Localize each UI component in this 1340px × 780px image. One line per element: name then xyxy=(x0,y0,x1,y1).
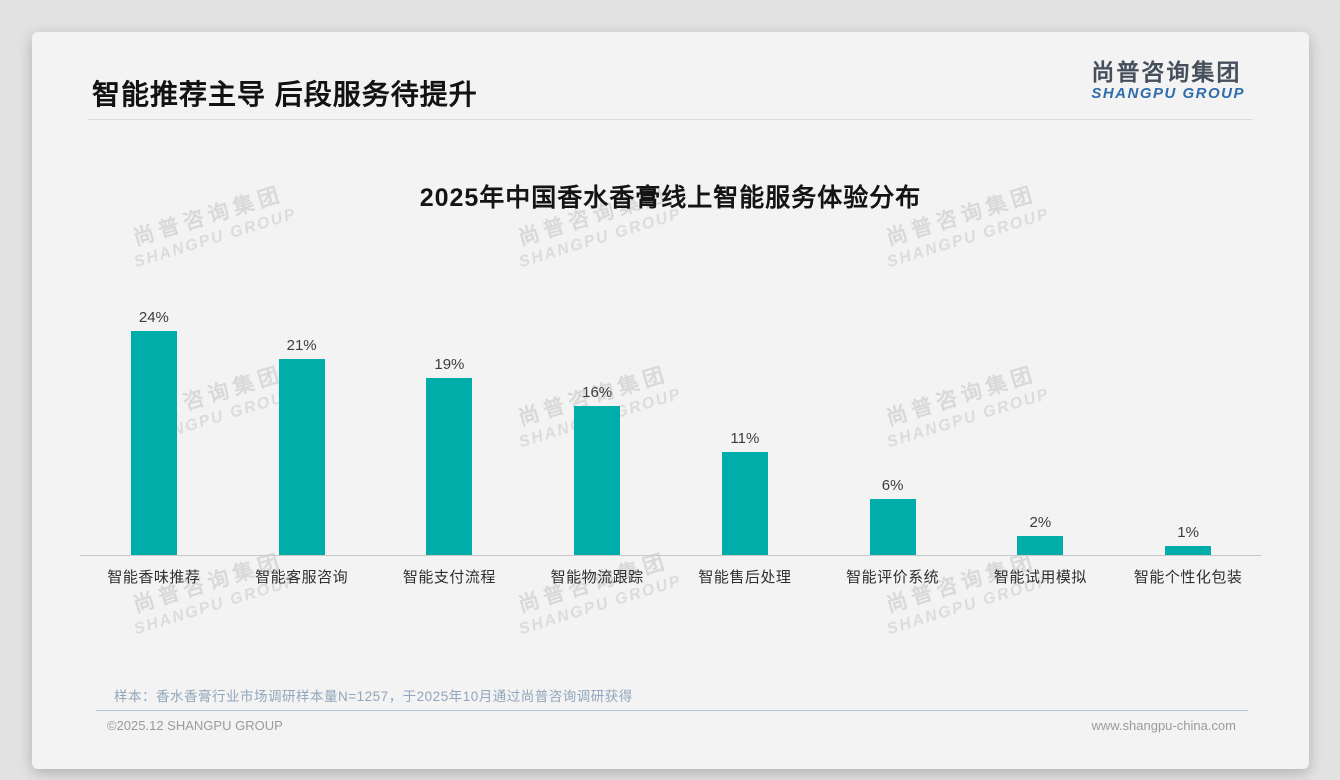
watermark-english-text: SHANGPU GROUP xyxy=(885,205,1052,272)
bar-column: 1% xyxy=(1114,302,1262,555)
bar-value-label: 6% xyxy=(881,477,904,494)
watermark: 尚普咨询集团 SHANGPU GROUP xyxy=(876,543,1052,639)
bar-chart-plot: 24% 21% 19% 16% 11% 6% 2% 1% xyxy=(80,302,1262,555)
bar xyxy=(721,452,768,555)
bar-value-label: 19% xyxy=(434,356,465,373)
category-axis: 智能香味推荐 智能客服咨询 智能支付流程 智能物流跟踪 智能售后处理 智能评价系统 智能试用… xyxy=(80,566,1262,587)
watermark-english-text: SHANGPU GROUP xyxy=(517,205,684,272)
bar-value-label: 11% xyxy=(730,430,760,447)
category-label: 智能试用模拟 xyxy=(993,569,1087,586)
bar xyxy=(574,406,621,555)
logo-english-text: SHANGPU GROUP xyxy=(1091,85,1245,103)
footer-website: www.shangpu-china.com xyxy=(1091,718,1236,733)
watermark-english-text: SHANGPU GROUP xyxy=(132,205,299,272)
bar xyxy=(426,378,473,555)
watermark: 尚普咨询集团 SHANGPU GROUP xyxy=(123,543,299,639)
x-axis-line xyxy=(80,555,1262,556)
watermark: 尚普咨询集团 SHANGPU GROUP xyxy=(508,543,684,639)
category-label: 智能个性化包装 xyxy=(1133,569,1243,586)
category-label: 智能物流跟踪 xyxy=(550,569,644,586)
chart-title: 2025年中国香水香膏线上智能服务体验分布 xyxy=(419,184,922,212)
bar xyxy=(1165,546,1212,555)
slide-card: 智能推荐主导 后段服务待提升 尚普咨询集团 SHANGPU GROUP 2025… xyxy=(32,32,1309,769)
bar-column: 11% xyxy=(671,302,819,555)
category-label: 智能支付流程 xyxy=(402,569,496,586)
bar-column: 2% xyxy=(967,302,1115,555)
bar-value-label: 16% xyxy=(582,384,613,401)
title-divider xyxy=(88,119,1253,120)
category-label: 智能香味推荐 xyxy=(107,569,201,586)
footer-copyright: ©2025.12 SHANGPU GROUP xyxy=(107,718,283,733)
bar xyxy=(869,499,916,555)
bar-column: 16% xyxy=(523,302,671,555)
sample-footnote: 样本：香水香膏行业市场调研样本量N=1257，于2025年10月通过尚普咨询调研… xyxy=(114,689,633,704)
bar-value-label: 24% xyxy=(138,309,169,326)
footer-divider xyxy=(96,710,1248,711)
bar-value-label: 1% xyxy=(1177,524,1199,541)
bar xyxy=(1017,536,1064,555)
logo-chinese-text: 尚普咨询集团 xyxy=(1091,59,1242,85)
bar-value-label: 21% xyxy=(286,337,317,354)
bar xyxy=(130,331,177,555)
company-logo: 尚普咨询集团 SHANGPU GROUP xyxy=(1091,60,1245,102)
category-label: 智能客服咨询 xyxy=(255,569,349,586)
category-label: 智能售后处理 xyxy=(698,569,792,586)
bar-column: 19% xyxy=(376,302,524,555)
bar-value-label: 2% xyxy=(1029,514,1052,531)
bar-column: 24% xyxy=(80,302,228,555)
bar xyxy=(278,359,325,555)
bar-column: 21% xyxy=(228,302,376,555)
category-label: 智能评价系统 xyxy=(846,569,940,586)
bar-column: 6% xyxy=(819,302,967,555)
page-title: 智能推荐主导 后段服务待提升 xyxy=(92,79,478,110)
